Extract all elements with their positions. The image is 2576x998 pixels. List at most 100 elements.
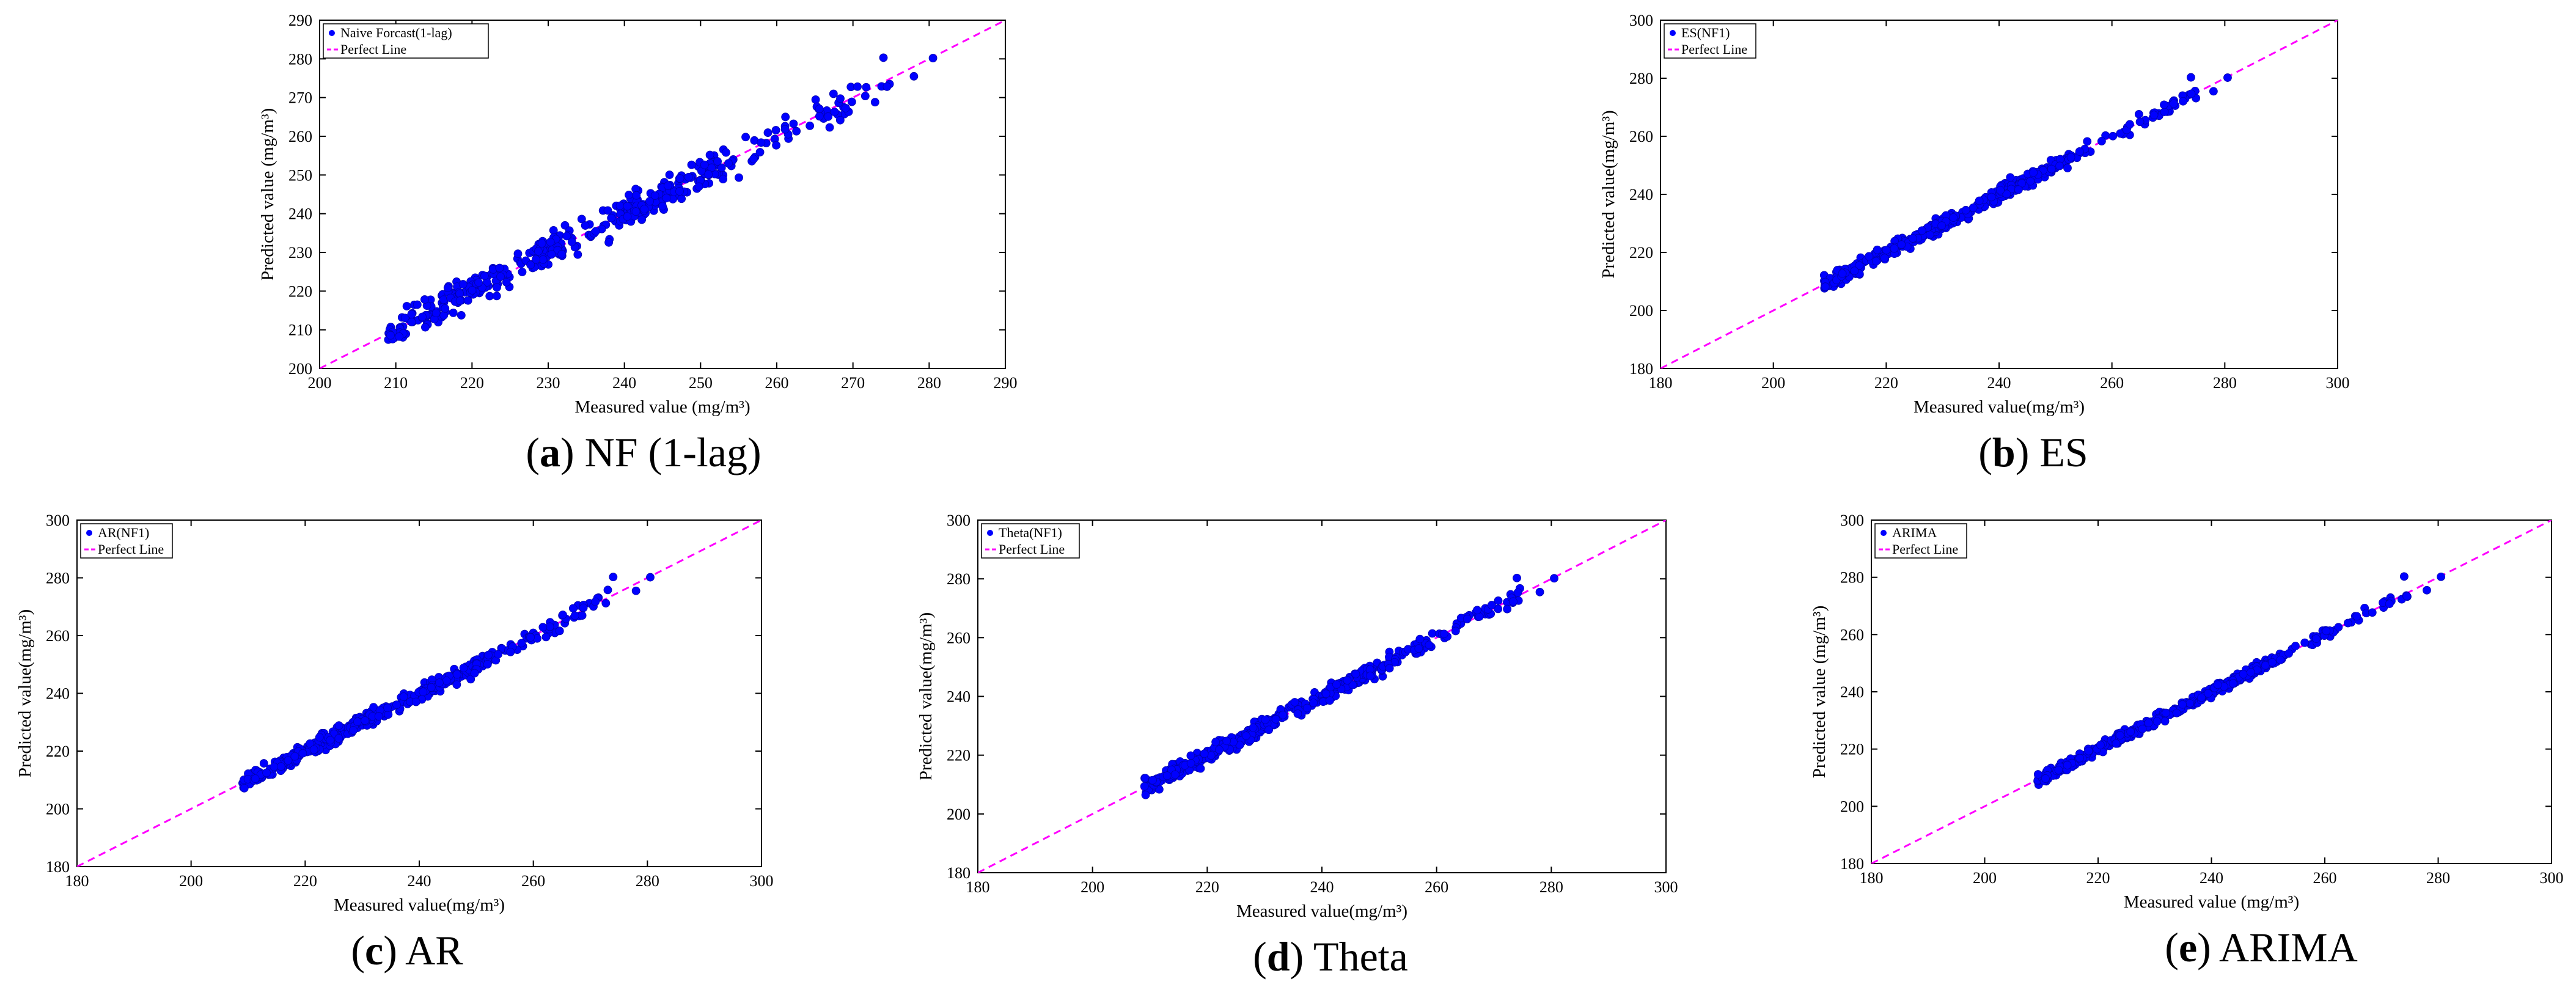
panel-c-data-point <box>262 768 271 777</box>
panel-a-data-point <box>407 317 416 326</box>
panel-e-data-point <box>2312 634 2321 643</box>
panel-b-data-point <box>2126 120 2134 129</box>
panel-e-data-point <box>2423 585 2431 595</box>
panel-c-x-axis-label: Measured value(mg/m³) <box>334 895 505 915</box>
panel-a-data-point <box>664 182 672 190</box>
panel-d-data-point <box>1249 723 1258 732</box>
panel-c-data-point <box>631 586 640 595</box>
panel-a-data-point <box>493 283 501 292</box>
panel-a-legend-label: Perfect Line <box>340 42 406 57</box>
panel-a-data-point <box>735 173 743 182</box>
panel-a-data-point <box>640 205 649 214</box>
panel-c-data-point <box>538 623 548 632</box>
panel-a-data-point <box>547 250 556 259</box>
panel-b-legend-label: Perfect Line <box>1681 42 1747 57</box>
panel-b-data-point <box>2108 131 2118 141</box>
panel-b-x-tick-label: 200 <box>1761 374 1785 392</box>
panel-a-data-point <box>418 312 427 321</box>
panel-d-x-tick-label: 280 <box>1539 878 1563 896</box>
panel-a-data-point <box>836 94 845 103</box>
panel-e-x-tick-label: 200 <box>1973 869 1997 887</box>
panel-a-data-point <box>841 104 850 112</box>
panel-e-x-tick-label: 260 <box>2313 869 2337 887</box>
panel-e-data-point <box>2172 708 2181 717</box>
panel-c-legend-box <box>80 523 173 559</box>
panel-d-data-point <box>1366 672 1374 680</box>
panel-e-data-point <box>2054 766 2063 774</box>
panel-a-data-point <box>763 128 772 137</box>
panel-b-data-point <box>1925 230 1934 239</box>
panel-d-legend-label: Perfect Line <box>999 541 1065 557</box>
panel-e-data-point <box>2402 592 2412 601</box>
panel-c-data-point <box>334 721 343 730</box>
panel-e-data-point <box>2152 717 2162 726</box>
panel-b-y-tick-label: 180 <box>1629 360 1653 378</box>
panel-a-data-point <box>480 271 489 281</box>
panel-b-data-point <box>2014 185 2023 194</box>
panel-b-data-point <box>1917 226 1926 235</box>
panel-d-data-point <box>1385 664 1394 673</box>
panel-e-data-point <box>2291 642 2300 650</box>
panel-c-data-point <box>442 676 451 685</box>
panel-a-data-point <box>468 286 477 295</box>
panel-b-caption: (b) ES <box>1978 429 2088 475</box>
panel-c-data-point <box>315 733 324 742</box>
panel-a-data-point <box>835 116 845 125</box>
panel-e-data-point <box>2437 572 2446 581</box>
panel-c-y-tick-label: 180 <box>46 858 70 876</box>
panel-a-data-point <box>623 212 632 221</box>
panel-a-data-point <box>458 280 468 288</box>
panel-a-data-point <box>443 284 452 293</box>
panel-e-data-point <box>2162 708 2170 717</box>
panel-e-data-point <box>2075 754 2084 763</box>
panel-d-data-point <box>1494 604 1503 614</box>
panel-a-data-point <box>805 121 815 130</box>
panel-a-data-point <box>781 112 790 122</box>
panel-c-data-point <box>517 639 526 648</box>
panel-c-data-point <box>306 739 315 748</box>
panel-d-data-point <box>1425 640 1434 650</box>
panel-e-data-point <box>2178 700 2187 709</box>
panel-a-data-point <box>607 213 616 222</box>
panel-b-data-point <box>2026 177 2035 186</box>
panel-a-data-point <box>526 260 535 270</box>
panel-a-data-point <box>581 221 590 230</box>
panel-b-data-point <box>2116 129 2125 138</box>
panel-d-x-tick-label: 220 <box>1195 878 1219 896</box>
panel-d-x-tick-label: 260 <box>1425 878 1448 896</box>
panel-b-x-tick-label: 300 <box>2326 374 2350 392</box>
panel-a-data-point <box>457 310 466 320</box>
panel-a-data-point <box>705 150 714 160</box>
panel-d-perfect-line <box>978 520 1666 873</box>
panel-c-x-tick-label: 260 <box>521 872 545 890</box>
panel-a-data-point <box>474 278 483 287</box>
panel-d-data-point <box>1196 764 1205 773</box>
panel-d-data-point <box>1302 703 1312 713</box>
panel-a-data-point <box>431 309 441 318</box>
panel-b-data-point <box>2169 99 2178 108</box>
panel-a-data-point <box>717 163 726 172</box>
panel-a-data-point <box>402 302 411 310</box>
panel-c-caption: (c) AR <box>351 927 463 974</box>
panel-d-x-tick-label: 300 <box>1654 878 1678 896</box>
panel-e-data-point <box>2204 689 2212 698</box>
panel-a-data-point <box>825 123 834 132</box>
panel-a-data-point <box>573 250 582 259</box>
panel-e-data-point <box>2033 770 2042 779</box>
panel-e-data-point <box>2213 680 2222 689</box>
panel-e-data-point <box>2239 670 2248 678</box>
panel-c-data-point <box>349 726 358 735</box>
panel-e-data-point <box>2138 724 2147 733</box>
panel-a-data-point <box>455 289 464 298</box>
panel-d-data-point <box>1451 626 1460 636</box>
panel-e-data-point <box>2300 638 2310 647</box>
panel-e-data-point <box>2126 727 2135 736</box>
panel-b-legend-box <box>1664 23 1756 59</box>
panel-e-x-tick-label: 240 <box>2200 869 2223 887</box>
panel-b-y-axis-label: Predicted value(mg/m³) <box>1599 110 1618 278</box>
panel-a-data-point <box>824 112 833 121</box>
panel-e-x-tick-label: 180 <box>1860 869 1884 887</box>
panel-e-data-point <box>2116 731 2124 739</box>
